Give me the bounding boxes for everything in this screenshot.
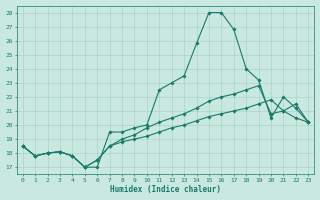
X-axis label: Humidex (Indice chaleur): Humidex (Indice chaleur) <box>110 185 221 194</box>
